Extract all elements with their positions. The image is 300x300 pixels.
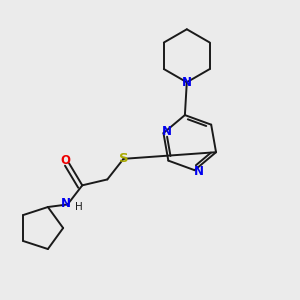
Text: N: N [162,125,172,138]
Text: N: N [194,165,203,178]
Text: O: O [61,154,70,167]
Text: N: N [182,76,192,89]
Text: N: N [61,197,71,210]
Text: S: S [119,152,128,165]
Text: H: H [75,202,82,212]
